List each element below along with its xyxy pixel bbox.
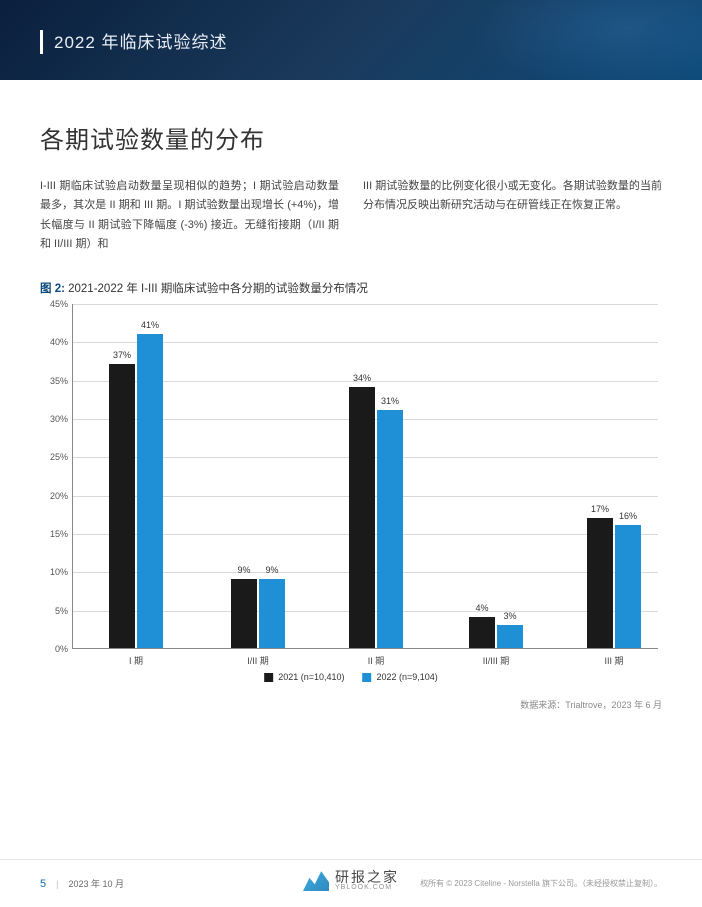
legend-label-2021: 2021 (n=10,410) [278, 672, 344, 682]
footer-separator: | [56, 879, 58, 889]
header-accent-bar [40, 30, 43, 54]
bar: 16% [615, 525, 641, 648]
y-tick-label: 5% [55, 606, 68, 616]
bar-value-label: 17% [591, 504, 609, 514]
x-axis-label: II/III 期 [483, 654, 510, 667]
bar-value-label: 16% [619, 511, 637, 521]
header-decoration [442, 0, 702, 80]
y-tick-label: 30% [50, 414, 68, 424]
x-axis-label: I/II 期 [247, 654, 269, 667]
bar-chart: 0%5%10%15%20%25%30%35%40%45% 37%41%I 期9%… [40, 304, 662, 694]
bar: 9% [231, 579, 257, 648]
x-axis-label: II 期 [368, 654, 385, 667]
bar: 3% [497, 625, 523, 648]
bar: 41% [137, 334, 163, 648]
y-tick-label: 40% [50, 337, 68, 347]
bar-group: 4%3%II/III 期 [451, 617, 541, 648]
bar: 9% [259, 579, 285, 648]
bar: 17% [587, 518, 613, 648]
y-tick-label: 25% [50, 452, 68, 462]
x-axis-label: I 期 [129, 654, 143, 667]
y-tick-label: 35% [50, 376, 68, 386]
legend-item-2022: 2022 (n=9,104) [363, 672, 438, 682]
y-tick-label: 0% [55, 644, 68, 654]
bar-group: 17%16%III 期 [569, 518, 659, 648]
grid-line [73, 304, 658, 305]
x-axis-label: III 期 [604, 654, 623, 667]
y-axis: 0%5%10%15%20%25%30%35%40%45% [40, 304, 72, 649]
y-tick-label: 10% [50, 567, 68, 577]
data-source: 数据来源：Trialtrove，2023 年 6 月 [40, 698, 662, 711]
body-text: I-III 期临床试验启动数量呈现相似的趋势；I 期试验启动数量最多，其次是 I… [40, 177, 662, 254]
bar-value-label: 3% [503, 611, 516, 621]
bar: 31% [377, 410, 403, 648]
bar-value-label: 9% [265, 565, 278, 575]
legend-swatch-2021 [264, 673, 273, 682]
bar-value-label: 37% [113, 350, 131, 360]
bar-group: 34%31%II 期 [331, 387, 421, 648]
legend-swatch-2022 [363, 673, 372, 682]
footer-left: 5 | 2023 年 10 月 [40, 877, 124, 890]
body-column-right: III 期试验数量的比例变化很小或无变化。各期试验数量的当前分布情况反映出新研究… [363, 177, 662, 254]
bar: 4% [469, 617, 495, 648]
footer-copyright: 权所有 © 2023 Citeline - Norstella 旗下公司。（未经… [420, 878, 662, 889]
page-content: 各期试验数量的分布 I-III 期临床试验启动数量呈现相似的趋势；I 期试验启动… [0, 80, 702, 711]
plot-area: 37%41%I 期 9%9%I/II 期 34%31%II 期 4%3%II/III … [72, 304, 658, 649]
bar-value-label: 9% [237, 565, 250, 575]
y-tick-label: 45% [50, 299, 68, 309]
page-footer: 5 | 2023 年 10 月 权所有 © 2023 Citeline - No… [0, 859, 702, 907]
figure-caption: 图 2: 2021-2022 年 I-III 期临床试验中各分期的试验数量分布情… [40, 280, 662, 296]
header-title: 2022 年临床试验综述 [54, 28, 228, 53]
report-header: 2022 年临床试验综述 [0, 0, 702, 80]
bar-value-label: 34% [353, 373, 371, 383]
bar-value-label: 41% [141, 320, 159, 330]
chart-legend: 2021 (n=10,410) 2022 (n=9,104) [264, 672, 438, 682]
figure-caption-text: 2021-2022 年 I-III 期临床试验中各分期的试验数量分布情况 [68, 283, 368, 295]
bar-value-label: 31% [381, 396, 399, 406]
legend-label-2022: 2022 (n=9,104) [377, 672, 438, 682]
y-tick-label: 15% [50, 529, 68, 539]
bar: 37% [109, 364, 135, 648]
bar-group: 37%41%I 期 [91, 334, 181, 648]
y-tick-label: 20% [50, 491, 68, 501]
bar-value-label: 4% [475, 603, 488, 613]
footer-date: 2023 年 10 月 [68, 877, 124, 890]
figure-label: 图 2: [40, 283, 65, 295]
legend-item-2021: 2021 (n=10,410) [264, 672, 344, 682]
section-title: 各期试验数量的分布 [40, 120, 662, 155]
body-column-left: I-III 期临床试验启动数量呈现相似的趋势；I 期试验启动数量最多，其次是 I… [40, 177, 339, 254]
bar: 34% [349, 387, 375, 648]
page-number: 5 [40, 878, 46, 890]
bar-group: 9%9%I/II 期 [213, 579, 303, 648]
